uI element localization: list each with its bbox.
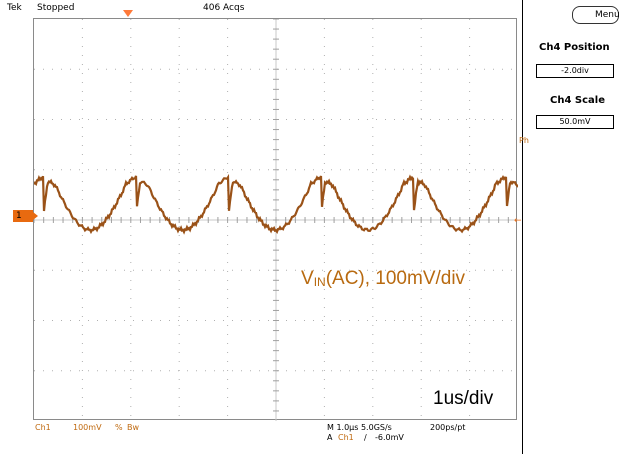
timebase-annotation: 1us/div: [430, 388, 497, 410]
ch4-scale-field[interactable]: 50.0mV: [536, 115, 614, 129]
waveform-trace: [34, 173, 518, 235]
channel-1-ground-marker[interactable]: 1: [13, 210, 38, 222]
top-status-bar: Tek Stopped 406 Acqs: [0, 0, 522, 18]
trigger-level-readout: -6.0mV: [375, 433, 404, 442]
signal-prefix: V: [301, 268, 314, 289]
offscreen-arrow-icon: ←: [514, 216, 522, 226]
ch4-scale-title: Ch4 Scale: [550, 95, 605, 106]
waveform-graticule: [34, 19, 518, 421]
brand-label: Tek: [7, 3, 22, 13]
ch4-position-title: Ch4 Position: [539, 42, 610, 53]
channel-scale-readout: 100mV: [73, 423, 102, 432]
trigger-slope-icon: ∕: [364, 433, 367, 442]
waveform-display[interactable]: [33, 18, 518, 421]
channel-readout: Ch1: [35, 423, 51, 432]
ch4-position-field[interactable]: -2.0div: [536, 64, 614, 78]
signal-suffix: (AC), 100mV/div: [325, 268, 466, 289]
ph-label: Ph: [519, 136, 529, 145]
signal-annotation: VIN(AC), 100mV/div: [301, 268, 465, 290]
acquisition-state: Stopped: [37, 3, 75, 13]
trigger-source: Ch1: [338, 433, 354, 442]
trigger-prefix: A: [327, 433, 333, 442]
record-resolution-readout: 200ps/pt: [430, 423, 466, 432]
menu-button[interactable]: Menu: [572, 6, 619, 24]
horizontal-readout: M 1.0µs 5.0GS/s: [327, 423, 392, 432]
trigger-position-marker[interactable]: [123, 10, 133, 17]
acquisition-count: 406 Acqs: [203, 3, 245, 13]
bandwidth-limit-readout: Bw: [127, 423, 140, 432]
side-panel-divider: [522, 0, 523, 454]
signal-subscript: IN: [313, 275, 326, 289]
bandwidth-symbol: %: [115, 423, 123, 432]
